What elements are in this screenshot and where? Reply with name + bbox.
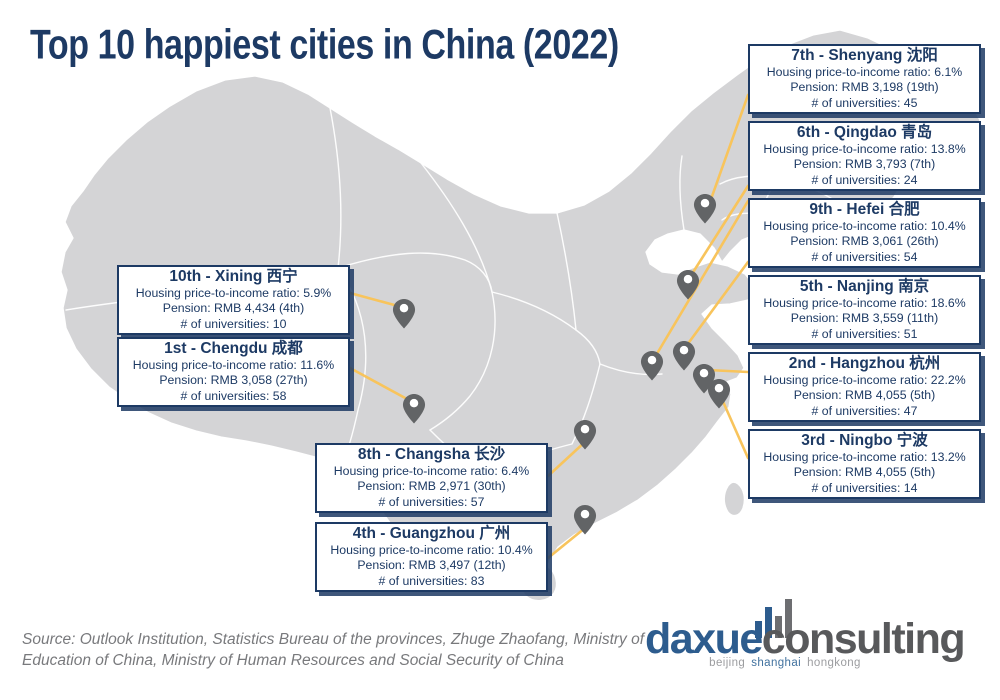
city-pension: Pension: RMB 2,971 (30th) [357, 479, 506, 494]
city-housing-ratio: Housing price-to-income ratio: 6.1% [766, 64, 963, 79]
city-housing-ratio: Housing price-to-income ratio: 10.4% [763, 218, 966, 233]
city-box-hangzhou: 2nd - Hangzhou 杭州 Housing price-to-incom… [748, 352, 981, 422]
city-universities: # of universities: 10 [180, 316, 287, 331]
city-rank-name: 5th - Nanjing 南京 [799, 277, 930, 295]
callout-line-hangzhou [706, 368, 750, 374]
city-rank-name: 3rd - Ningbo 宁波 [801, 431, 928, 449]
city-box-ningbo: 3rd - Ningbo 宁波 Housing price-to-income … [748, 429, 981, 499]
map-pin-chengdu [402, 393, 426, 424]
map-pin-xining [392, 298, 416, 329]
map-pin-nanjing [672, 340, 696, 371]
city-housing-ratio: Housing price-to-income ratio: 13.2% [763, 449, 966, 464]
map-pin-shenyang [693, 193, 717, 224]
map-pin-ningbo [707, 378, 731, 409]
city-rank-name: 7th - Shenyang 沈阳 [791, 46, 938, 64]
callout-line-changsha [546, 439, 588, 478]
bar-chart-icon [755, 599, 795, 638]
map-pin-changsha [573, 419, 597, 450]
tagline-hongkong: hongkong [807, 657, 861, 669]
city-box-changsha: 8th - Changsha 长沙 Housing price-to-incom… [315, 443, 548, 513]
city-housing-ratio: Housing price-to-income ratio: 11.6% [132, 357, 335, 372]
city-pension: Pension: RMB 3,058 (27th) [159, 373, 308, 388]
logo-wordmark: daxueconsulting [645, 615, 966, 663]
city-rank-name: 4th - Guangzhou 广州 [352, 524, 511, 542]
callout-line-chengdu [348, 366, 409, 401]
tagline-shanghai: shanghai [751, 657, 802, 669]
city-pension: Pension: RMB 3,559 (11th) [790, 311, 939, 326]
map-pin-hefei [640, 350, 664, 381]
logo-bar [765, 607, 772, 638]
city-pension: Pension: RMB 3,061 (26th) [790, 234, 939, 249]
callout-line-qingdao [688, 184, 750, 279]
city-pension: Pension: RMB 3,198 (19th) [790, 80, 939, 95]
page-title: Top 10 happiest cities in China (2022) [30, 22, 619, 69]
city-rank-name: 6th - Qingdao 青岛 [796, 123, 933, 141]
map-pin-qingdao [676, 269, 700, 300]
city-universities: # of universities: 58 [180, 388, 287, 403]
city-box-guangzhou: 4th - Guangzhou 广州 Housing price-to-inco… [315, 522, 548, 592]
callout-line-guangzhou [546, 526, 587, 560]
city-housing-ratio: Housing price-to-income ratio: 18.6% [763, 295, 966, 310]
daxue-consulting-logo: daxueconsulting beijing shanghai hongkong [645, 594, 993, 678]
taiwan-island [723, 481, 745, 517]
city-box-nanjing: 5th - Nanjing 南京 Housing price-to-income… [748, 275, 981, 345]
city-universities: # of universities: 51 [811, 326, 918, 341]
city-rank-name: 8th - Changsha 长沙 [357, 445, 506, 463]
map-pin-guangzhou [573, 504, 597, 535]
logo-bar [785, 599, 792, 638]
logo-daxue: daxue [645, 615, 763, 663]
city-rank-name: 9th - Hefei 合肥 [809, 200, 920, 218]
city-box-shenyang: 7th - Shenyang 沈阳 Housing price-to-incom… [748, 44, 981, 114]
city-rank-name: 10th - Xining 西宁 [169, 267, 298, 285]
logo-tagline: beijing shanghai hongkong [675, 657, 895, 669]
city-pension: Pension: RMB 3,497 (12th) [357, 558, 506, 573]
logo-bar [775, 616, 782, 638]
city-universities: # of universities: 47 [811, 403, 918, 418]
logo-bar [755, 621, 762, 638]
city-pension: Pension: RMB 4,434 (4th) [162, 301, 305, 316]
city-universities: # of universities: 45 [811, 95, 918, 110]
city-box-chengdu: 1st - Chengdu 成都 Housing price-to-income… [117, 337, 350, 407]
city-universities: # of universities: 83 [378, 573, 485, 588]
city-universities: # of universities: 14 [811, 480, 918, 495]
city-universities: # of universities: 57 [378, 494, 485, 509]
callout-line-hefei [653, 199, 750, 359]
city-box-xining: 10th - Xining 西宁 Housing price-to-income… [117, 265, 350, 335]
city-box-hefei: 9th - Hefei 合肥 Housing price-to-income r… [748, 198, 981, 268]
city-housing-ratio: Housing price-to-income ratio: 22.2% [763, 372, 966, 387]
tagline-beijing: beijing [709, 657, 746, 669]
city-pension: Pension: RMB 4,055 (5th) [793, 465, 936, 480]
city-pension: Pension: RMB 4,055 (5th) [793, 388, 936, 403]
callout-line-ningbo [719, 395, 750, 460]
city-housing-ratio: Housing price-to-income ratio: 10.4% [330, 542, 533, 557]
city-pension: Pension: RMB 3,793 (7th) [793, 157, 936, 172]
callout-line-shenyang [708, 93, 750, 204]
source-note: Source: Outlook Institution, Statistics … [22, 631, 645, 670]
city-housing-ratio: Housing price-to-income ratio: 13.8% [763, 141, 966, 156]
callout-line-xining [348, 291, 400, 308]
city-rank-name: 1st - Chengdu 成都 [164, 339, 303, 357]
city-universities: # of universities: 54 [811, 249, 918, 264]
logo-consulting: consulting [761, 615, 966, 663]
city-housing-ratio: Housing price-to-income ratio: 6.4% [333, 463, 530, 478]
city-box-qingdao: 6th - Qingdao 青岛 Housing price-to-income… [748, 121, 981, 191]
city-housing-ratio: Housing price-to-income ratio: 5.9% [135, 285, 332, 300]
city-universities: # of universities: 24 [811, 172, 918, 187]
callout-line-nanjing [685, 260, 750, 347]
city-rank-name: 2nd - Hangzhou 杭州 [788, 354, 941, 372]
